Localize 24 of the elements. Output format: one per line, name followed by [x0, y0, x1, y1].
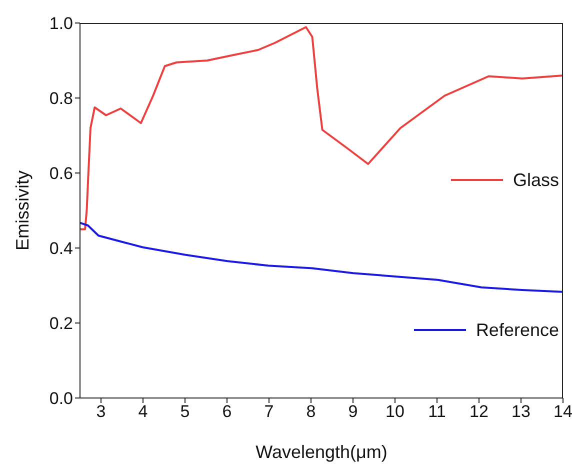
y-tick-label: 0.6 [49, 164, 73, 184]
x-tick-label: 9 [348, 402, 358, 422]
y-tick-label: 0.2 [49, 314, 73, 334]
x-axis-title: Wavelength(μm) [256, 442, 388, 462]
x-tick-label: 12 [470, 402, 488, 422]
x-tick-label: 6 [222, 402, 232, 422]
x-tick-label: 4 [138, 402, 148, 422]
x-tick-label: 11 [428, 402, 446, 422]
y-tick-label: 0.4 [49, 239, 73, 258]
x-tick-label: 14 [554, 402, 572, 422]
x-tick-label: 7 [264, 402, 274, 422]
x-tick-label: 3 [96, 402, 106, 422]
legend-label: Reference [476, 320, 559, 340]
line-series [80, 222, 563, 293]
x-tick-label: 10 [386, 402, 404, 422]
y-tick-label: 0.0 [49, 389, 73, 408]
x-tick-label: 8 [306, 402, 316, 422]
y-axis-title: Emissivity [12, 170, 32, 250]
legend-label: Glass [512, 170, 559, 190]
y-tick-label: 0.8 [49, 89, 73, 108]
y-tick-label: 1.0 [49, 14, 73, 34]
line-series [80, 26, 563, 230]
x-tick-label: 13 [512, 402, 530, 422]
x-tick-label: 5 [180, 402, 190, 422]
